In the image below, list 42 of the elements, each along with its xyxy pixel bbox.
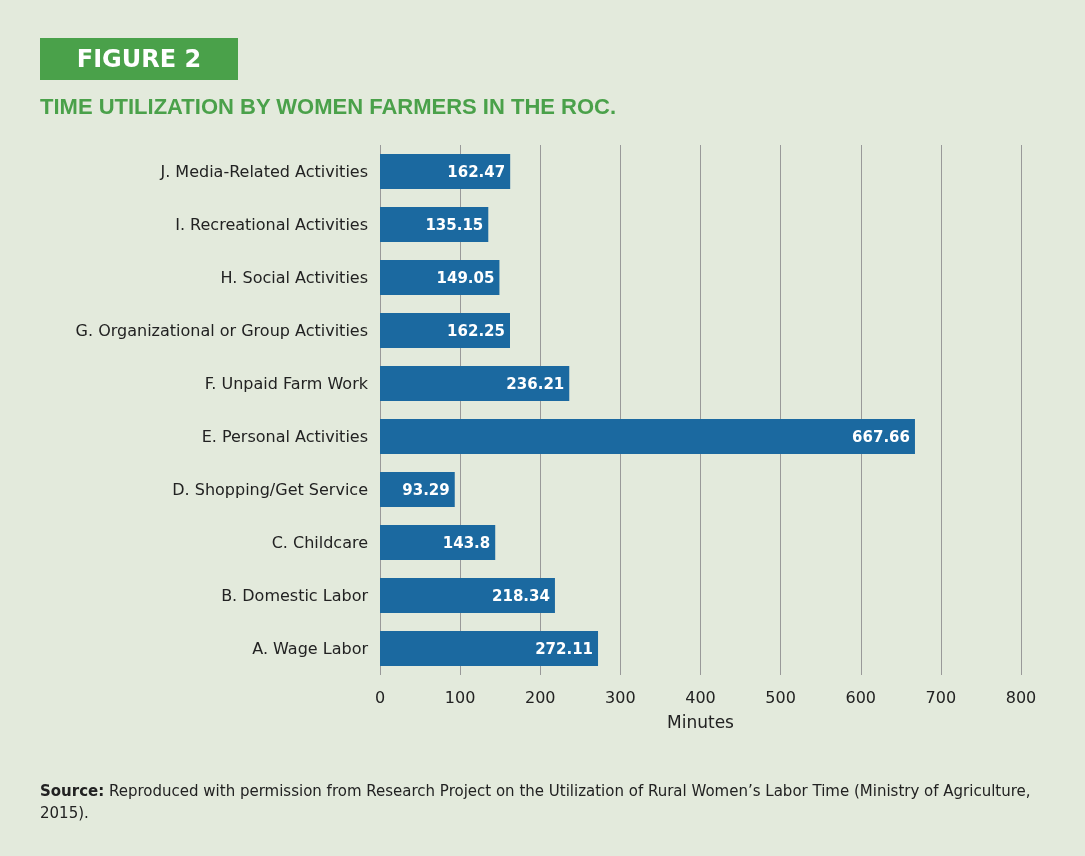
x-tick-label: 800 <box>1005 687 1037 707</box>
y-tick-label: I. Recreational Activities <box>175 215 368 234</box>
text: Source: Reproduced with permission from Research Project on the Utilization of Rural Women’s Labor Time (Ministry of Agriculture, 2015). <box>40 782 1031 822</box>
x-tick-label: 200 <box>524 687 556 707</box>
x-tick-label: 500 <box>765 687 796 707</box>
data-label: 218.34 <box>492 586 550 605</box>
x-tick-label: 700 <box>925 687 957 707</box>
data-label: 667.66 <box>852 427 910 446</box>
x-tick-label: 0 <box>374 687 386 707</box>
chart-title: TIME UTILIZATION BY WOMEN FARMERS IN THE ROC. <box>40 94 617 120</box>
x-tick-label: 100 <box>444 687 476 707</box>
data-label: 236.21 <box>506 374 565 393</box>
bar <box>380 366 570 401</box>
x-tick-label: 400 <box>685 687 716 707</box>
y-tick-label: C. Childcare <box>271 533 368 552</box>
bar <box>380 419 915 454</box>
bar <box>380 578 555 613</box>
y-tick-label: B. Domestic Labor <box>221 586 369 605</box>
bar <box>380 313 510 348</box>
data-label: 162.25 <box>447 321 505 340</box>
x-tick-label: 300 <box>605 687 636 707</box>
data-label: 143.8 <box>442 533 491 552</box>
y-tick-label: H. Social Activities <box>220 268 368 287</box>
data-label: 135.15 <box>425 215 484 234</box>
y-tick-label: D. Shopping/Get Service <box>172 480 368 499</box>
x-tick-label: 600 <box>845 687 877 707</box>
data-label: 149.05 <box>436 268 495 287</box>
x-axis-title: Minutes <box>667 711 735 732</box>
bar <box>380 154 511 189</box>
bar <box>380 631 599 666</box>
bar <box>380 207 489 242</box>
y-tick-label: A. Wage Labor <box>252 639 369 658</box>
y-tick-label: G. Organizational or Group Activities <box>75 321 368 340</box>
y-tick-label: F. Unpaid Farm Work <box>204 374 369 393</box>
data-label: 93.29 <box>402 480 450 499</box>
y-tick-label: J. Media-Related Activities <box>159 162 368 181</box>
bar <box>380 260 500 295</box>
data-label: 272.11 <box>535 639 594 658</box>
text: FIGURE 2 <box>40 38 238 80</box>
y-tick-label: E. Personal Activities <box>201 427 368 446</box>
bar <box>380 525 496 560</box>
data-label: 162.47 <box>447 162 506 181</box>
